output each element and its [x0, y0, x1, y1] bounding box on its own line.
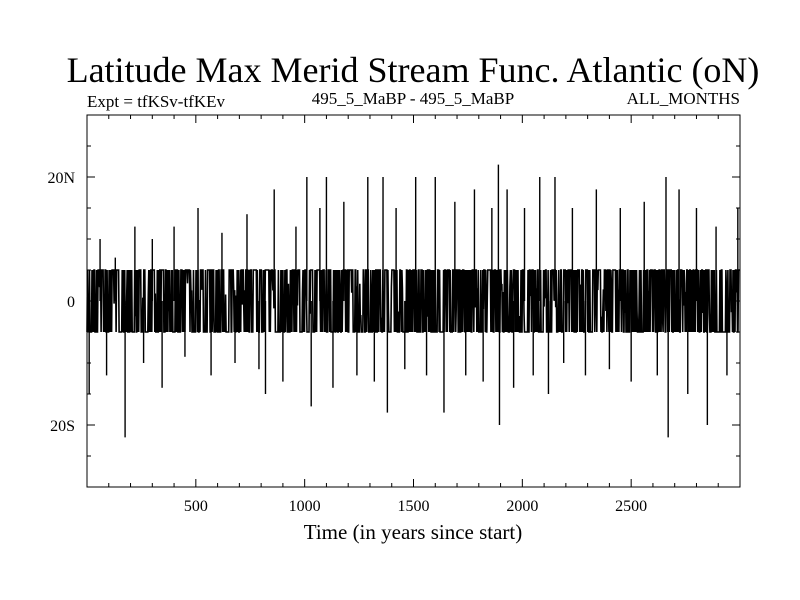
x-axis-label: Time (in years since start) [304, 520, 523, 544]
x-tick-label-2000: 2000 [506, 498, 538, 515]
plot-area [86, 164, 740, 438]
axis-ticks: 500 1000 1500 2000 2500 20S 0 20N [47, 115, 740, 515]
x-tick-label-2500: 2500 [615, 498, 647, 515]
x-tick-label-1000: 1000 [289, 498, 321, 515]
y-tick-label-0: 20S [50, 418, 75, 435]
subtitle-experiment: Expt = tfKSv-tfKEv [87, 92, 226, 111]
subtitle-period: 495_5_MaBP - 495_5_MaBP [312, 89, 514, 108]
y-tick-label-1: 0 [67, 294, 75, 311]
chart-title: Latitude Max Merid Stream Func. Atlantic… [67, 50, 760, 90]
subtitle-months: ALL_MONTHS [627, 89, 740, 108]
x-tick-label-1500: 1500 [398, 498, 430, 515]
x-tick-label-500: 500 [184, 498, 208, 515]
series-line [86, 269, 740, 333]
y-tick-label-2: 20N [47, 170, 75, 187]
